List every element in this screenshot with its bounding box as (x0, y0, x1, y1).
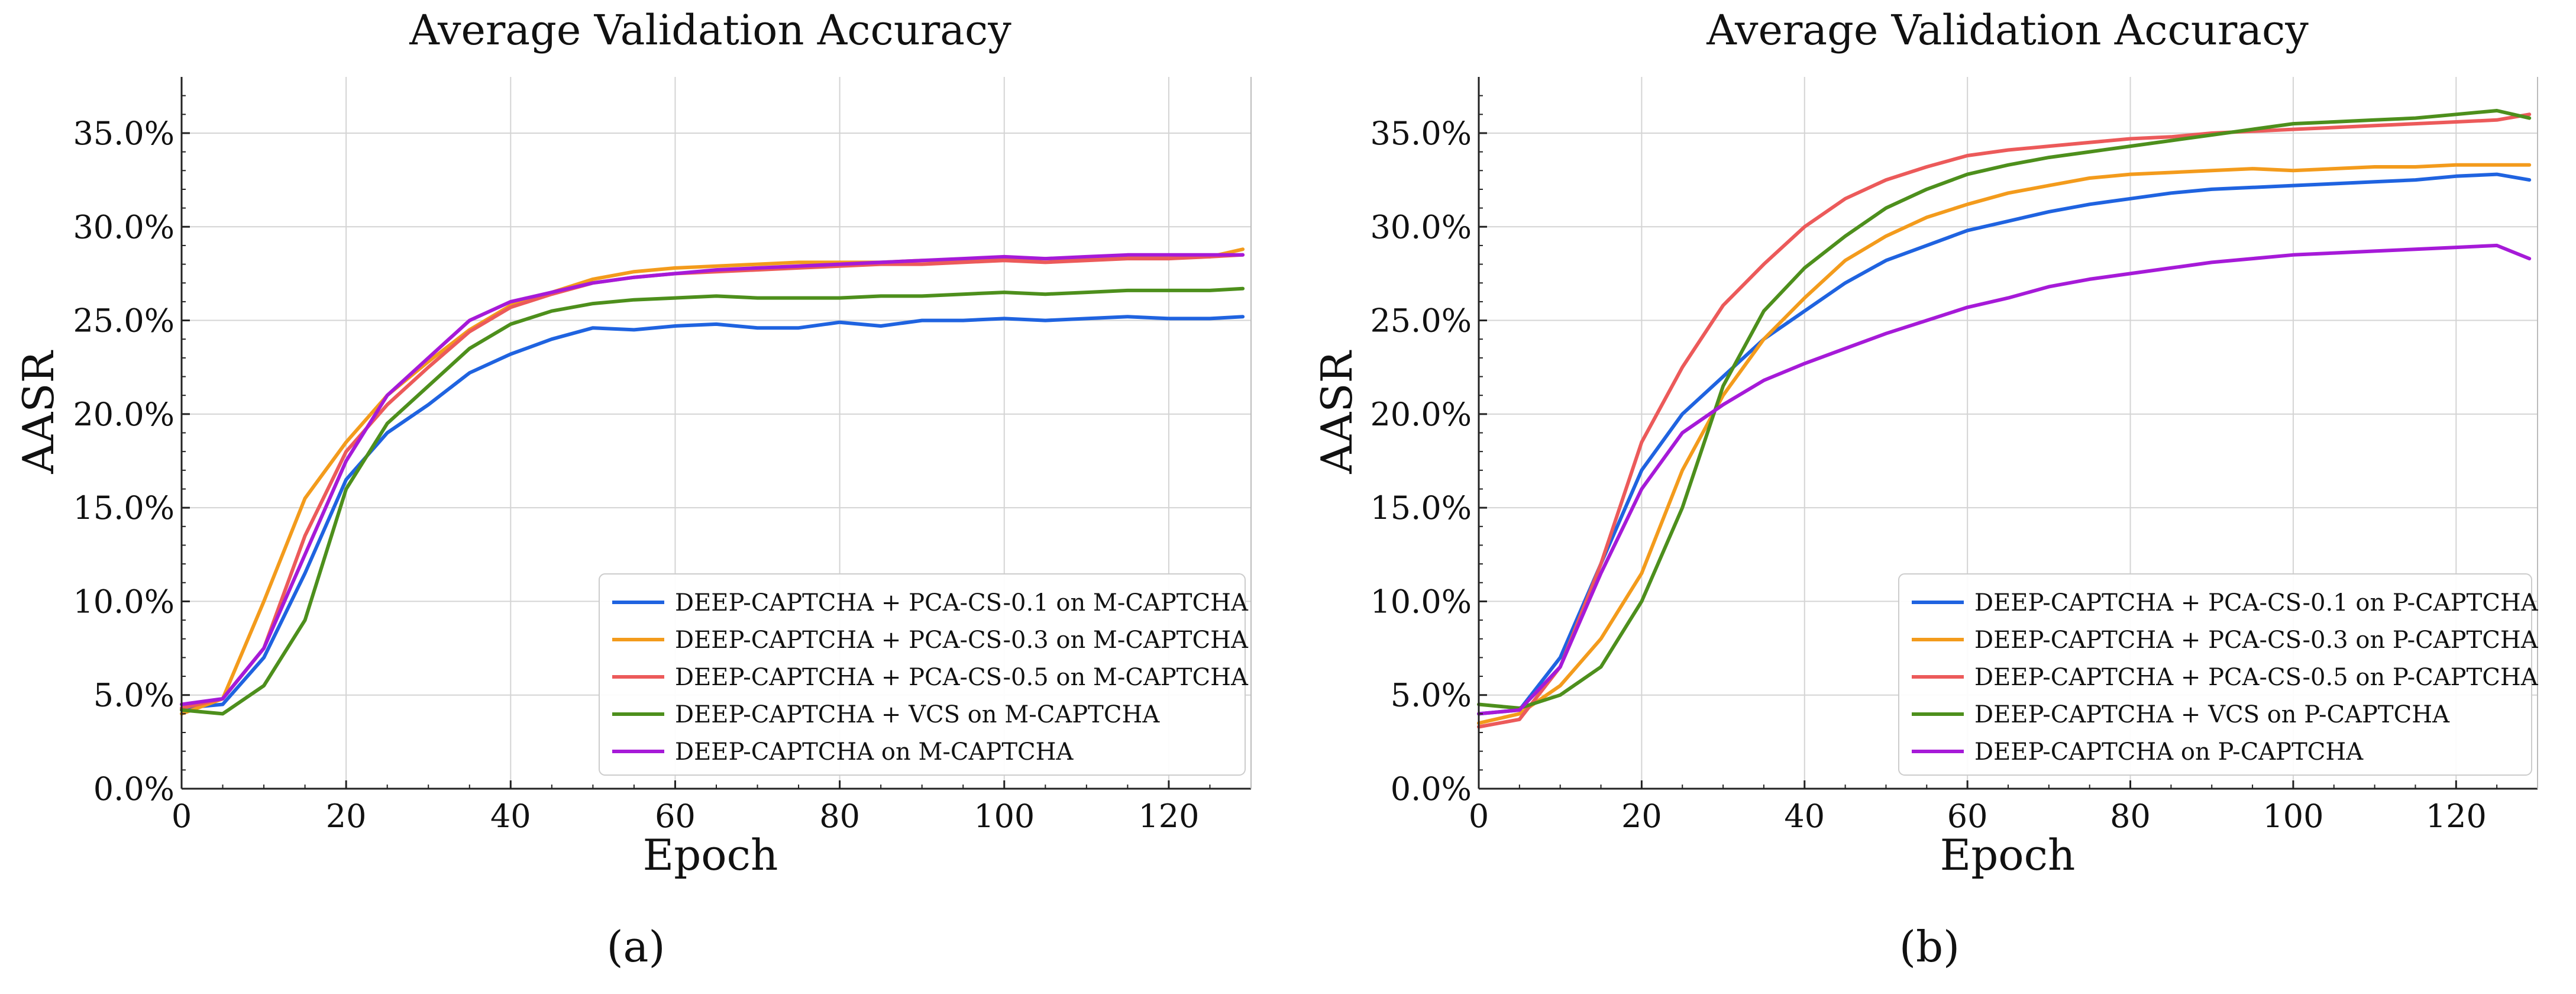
x-tick-label: 40 (1784, 798, 1825, 835)
x-tick-label: 80 (2110, 798, 2151, 835)
legend-label: DEEP-CAPTCHA + VCS on P-CAPTCHA (1974, 701, 2450, 728)
x-tick-label: 80 (819, 798, 860, 835)
legend-label: DEEP-CAPTCHA + PCA-CS-0.5 on M-CAPTCHA (675, 664, 1249, 691)
legend-label: DEEP-CAPTCHA on M-CAPTCHA (675, 738, 1074, 766)
y-tick-label: 0.0% (1391, 770, 1472, 808)
panel-caption: (a) (606, 922, 665, 972)
legend-box (599, 573, 1246, 776)
series-line-4 (1477, 109, 2532, 710)
x-tick-label: 120 (1138, 798, 1199, 835)
chart-panel-a: Average Validation Accuracy AASR Epoch (… (14, 6, 1252, 972)
x-tick-label: 60 (655, 798, 696, 835)
y-tick-label: 25.0% (1370, 302, 1472, 340)
series-layer (180, 247, 1245, 716)
y-tick-label: 30.0% (1370, 208, 1472, 246)
series-line-1 (1477, 172, 2532, 716)
x-axis-label: Epoch (643, 830, 778, 880)
y-tick-label: 5.0% (93, 677, 174, 714)
legend-label: DEEP-CAPTCHA + VCS on M-CAPTCHA (675, 701, 1160, 728)
legend: DEEP-CAPTCHA + PCA-CS-0.1 on M-CAPTCHA DE… (599, 573, 1249, 776)
x-tick-label: 20 (1621, 798, 1662, 835)
series-line-4 (180, 286, 1245, 716)
x-tick-label: 100 (2263, 798, 2323, 835)
x-tick-label: 40 (490, 798, 531, 835)
x-axis-label: Epoch (1940, 830, 2076, 880)
y-tick-label: 20.0% (1370, 396, 1472, 433)
x-tick-label: 100 (974, 798, 1035, 835)
x-tick-label: 20 (326, 798, 367, 835)
legend-label: DEEP-CAPTCHA + PCA-CS-0.3 on P-CAPTCHA (1974, 627, 2539, 654)
y-tick-label: 15.0% (73, 489, 174, 527)
series-line-3 (1477, 112, 2532, 729)
y-tick-label: 30.0% (73, 208, 174, 246)
y-tick-label: 20.0% (73, 396, 174, 433)
chart-panel-b: Average Validation Accuracy AASR Epoch (… (1312, 6, 2539, 972)
legend-label: DEEP-CAPTCHA + PCA-CS-0.5 on P-CAPTCHA (1974, 664, 2539, 691)
legend-label: DEEP-CAPTCHA + PCA-CS-0.3 on M-CAPTCHA (675, 627, 1249, 654)
panel-caption: (b) (1899, 922, 1960, 972)
x-tick-label: 120 (2426, 798, 2487, 835)
legend-label: DEEP-CAPTCHA on P-CAPTCHA (1974, 738, 2364, 766)
legend-label: DEEP-CAPTCHA + PCA-CS-0.1 on P-CAPTCHA (1974, 589, 2539, 617)
series-line-5 (180, 253, 1245, 706)
y-tick-label: 35.0% (73, 115, 174, 152)
legend-label: DEEP-CAPTCHA + PCA-CS-0.1 on M-CAPTCHA (675, 589, 1249, 617)
y-tick-label: 0.0% (93, 770, 174, 808)
chart-title: Average Validation Accuracy (1706, 6, 2309, 54)
y-tick-label: 10.0% (1370, 583, 1472, 620)
chart-title: Average Validation Accuracy (409, 6, 1011, 54)
legend-box (1898, 573, 2532, 776)
y-tick-label: 10.0% (73, 583, 174, 620)
y-tick-label: 35.0% (1370, 115, 1472, 152)
series-layer (1477, 109, 2532, 729)
y-axis-label: AASR (14, 350, 63, 474)
tick-layer: 0 20 40 60 80 100 120 0.0% 5.0% 10.0% 15.0% 20.0% 25… (1370, 77, 2538, 835)
y-tick-label: 25.0% (73, 302, 174, 340)
legend: DEEP-CAPTCHA + PCA-CS-0.1 on P-CAPTCHA DE… (1898, 573, 2539, 776)
y-axis-label: AASR (1312, 350, 1362, 474)
y-tick-label: 5.0% (1391, 677, 1472, 714)
series-line-5 (1477, 243, 2532, 716)
y-tick-label: 15.0% (1370, 489, 1472, 527)
series-line-2 (1477, 163, 2532, 725)
tick-layer: 0 20 40 60 80 100 120 0.0% 5.0% 10.0% 15.0% 20.0% 25… (73, 77, 1252, 835)
x-tick-label: 60 (1947, 798, 1988, 835)
x-tick-label: 0 (1469, 798, 1489, 835)
x-tick-label: 0 (172, 798, 192, 835)
